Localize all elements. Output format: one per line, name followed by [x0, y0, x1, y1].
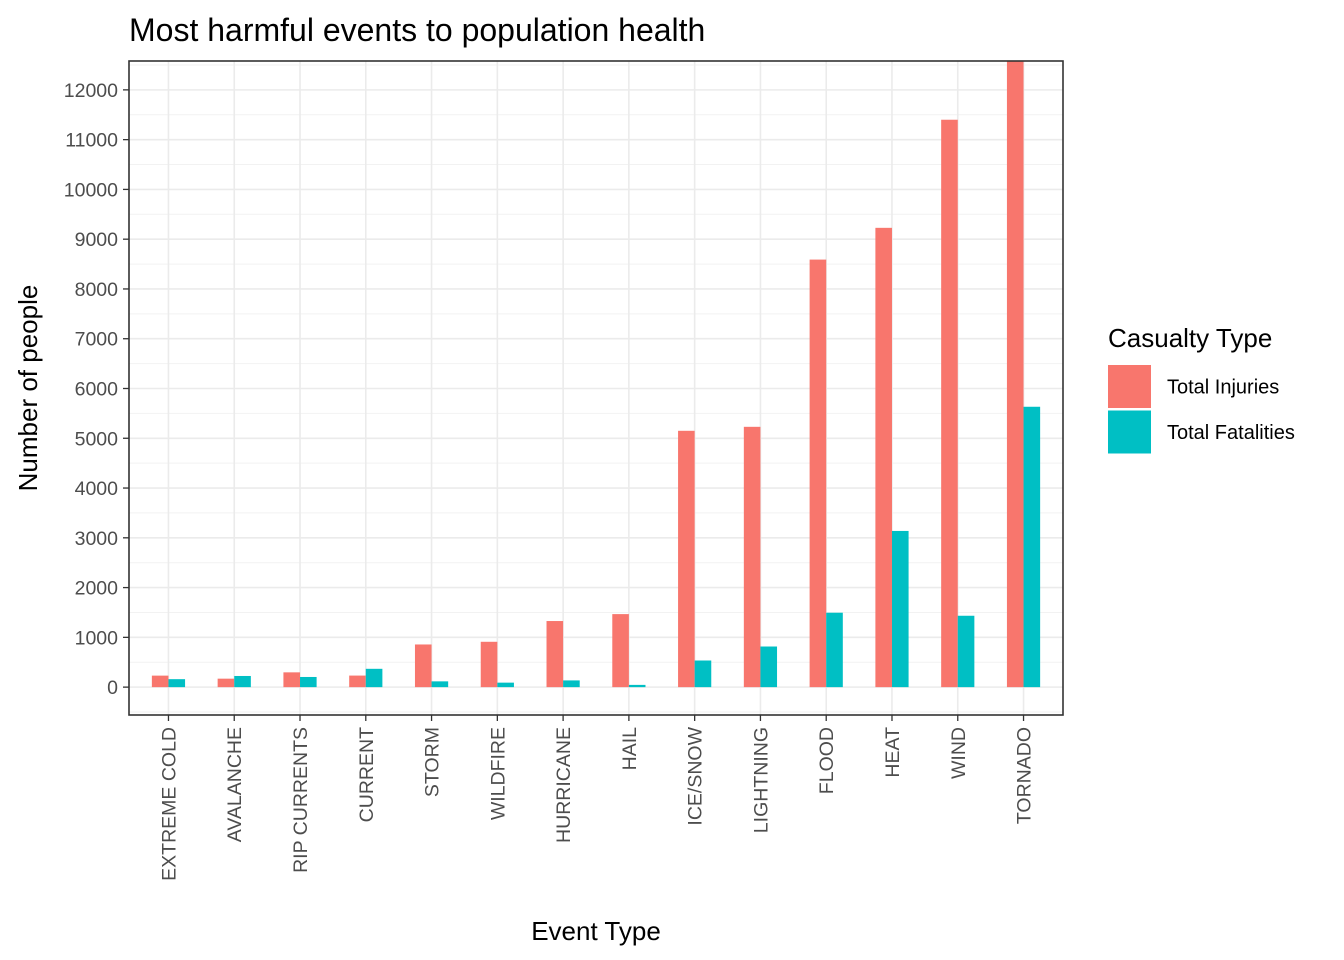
bar-injuries	[941, 119, 958, 688]
x-tick-label: CURRENT	[356, 727, 378, 822]
x-tick-label: HURRICANE	[553, 727, 575, 843]
y-tick-label: 11000	[65, 130, 118, 152]
legend: Casualty Type Total Injuries Total Fatali…	[1108, 323, 1295, 454]
bar-fatalities	[694, 660, 712, 688]
legend-label: Total Fatalities	[1167, 422, 1295, 444]
x-tick-label: EXTREME COLD	[158, 727, 180, 881]
bar-injuries	[480, 641, 498, 688]
bar-injuries	[349, 675, 366, 688]
bar-fatalities	[497, 682, 514, 688]
bar-fatalities	[628, 684, 646, 688]
bar-injuries	[1006, 61, 1024, 688]
legend-key	[1108, 365, 1151, 408]
bar-injuries	[217, 678, 235, 688]
bar-fatalities	[234, 675, 251, 688]
chart-title: Most harmful events to population health	[129, 12, 705, 48]
bar-fatalities	[760, 646, 778, 688]
bar-injuries	[414, 644, 432, 688]
x-tick-label: LIGHTNING	[750, 727, 772, 833]
y-tick-label: 5000	[75, 428, 119, 450]
y-tick-label: 7000	[75, 329, 119, 351]
bar-injuries	[546, 621, 564, 688]
x-tick-label: ICE/SNOW	[685, 726, 707, 825]
bar-injuries	[678, 430, 695, 688]
y-tick-label: 9000	[75, 229, 119, 251]
bar-fatalities	[431, 681, 449, 688]
bar-injuries	[151, 675, 169, 688]
x-tick-label: HEAT	[882, 727, 904, 778]
x-tick-label: RIP CURRENTS	[290, 727, 312, 873]
bar-injuries	[743, 426, 761, 688]
bar-injuries	[809, 259, 827, 688]
y-tick-label: 6000	[75, 378, 119, 400]
bar-injuries	[283, 672, 301, 688]
legend-title: Casualty Type	[1108, 323, 1272, 353]
y-tick-label: 3000	[75, 528, 119, 550]
y-tick-label: 1000	[75, 627, 119, 649]
bar-fatalities	[168, 679, 186, 688]
y-tick-label: 2000	[75, 578, 119, 600]
bar-fatalities	[300, 676, 317, 688]
bar-fatalities	[365, 668, 383, 688]
y-tick-label: 8000	[75, 279, 119, 301]
bar-fatalities	[563, 680, 580, 688]
bar-injuries	[875, 227, 892, 688]
legend-label: Total Injuries	[1167, 377, 1279, 399]
x-tick-label: AVALANCHE	[224, 727, 246, 842]
bar-fatalities	[826, 612, 843, 688]
x-axis-title: Event Type	[531, 916, 661, 946]
x-tick-label: WIND	[948, 727, 970, 779]
bar-fatalities	[1023, 406, 1041, 688]
y-tick-label: 12000	[64, 80, 118, 102]
bar-injuries	[612, 614, 629, 688]
y-tick-label: 4000	[75, 478, 119, 500]
x-tick-label: FLOOD	[816, 727, 838, 794]
legend-key	[1108, 410, 1151, 454]
bar-fatalities	[957, 615, 975, 688]
x-tick-label: HAIL	[619, 727, 641, 771]
y-axis-title: Number of people	[13, 285, 43, 492]
plot-area: 0 1000 2000 3000 4000 5000 6000 7000 8000 9000 100…	[64, 60, 1064, 881]
bar-fatalities	[891, 530, 909, 688]
x-tick-label: WILDFIRE	[487, 727, 509, 820]
x-tick-label: STORM	[422, 727, 444, 797]
x-tick-label: TORNADO	[1014, 727, 1036, 824]
y-tick-label: 10000	[64, 179, 118, 201]
y-tick-label: 0	[107, 677, 118, 699]
